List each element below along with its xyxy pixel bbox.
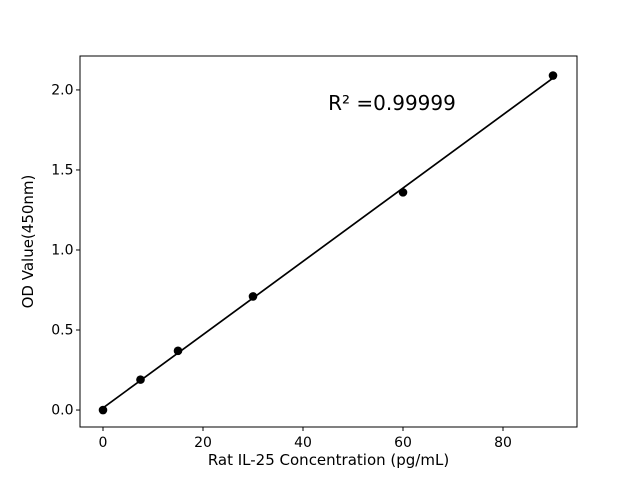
data-point — [98, 405, 108, 415]
x-axis-label: Rat IL-25 Concentration (pg/mL) — [208, 451, 449, 469]
data-point — [136, 375, 145, 384]
x-tick-label: 80 — [494, 435, 512, 451]
y-tick-label: 0.0 — [51, 403, 73, 419]
y-tick-label: 0.5 — [51, 322, 73, 338]
data-point — [248, 292, 258, 301]
r-squared-annotation: R² =0.99999 — [328, 91, 456, 115]
x-tick-label: 60 — [394, 435, 412, 451]
y-tick-label: 1.5 — [51, 162, 73, 178]
plot-border — [79, 55, 578, 428]
x-tick-label: 20 — [194, 435, 212, 451]
data-point — [398, 188, 408, 197]
data-point — [548, 71, 558, 80]
data-point — [173, 346, 183, 356]
y-tick-label: 2.0 — [51, 82, 73, 98]
x-tick-label: 40 — [294, 435, 312, 451]
x-tick-label: 0 — [99, 435, 108, 451]
y-axis-label: OD Value(450nm) — [19, 175, 37, 309]
y-tick-label: 1.0 — [51, 242, 73, 258]
